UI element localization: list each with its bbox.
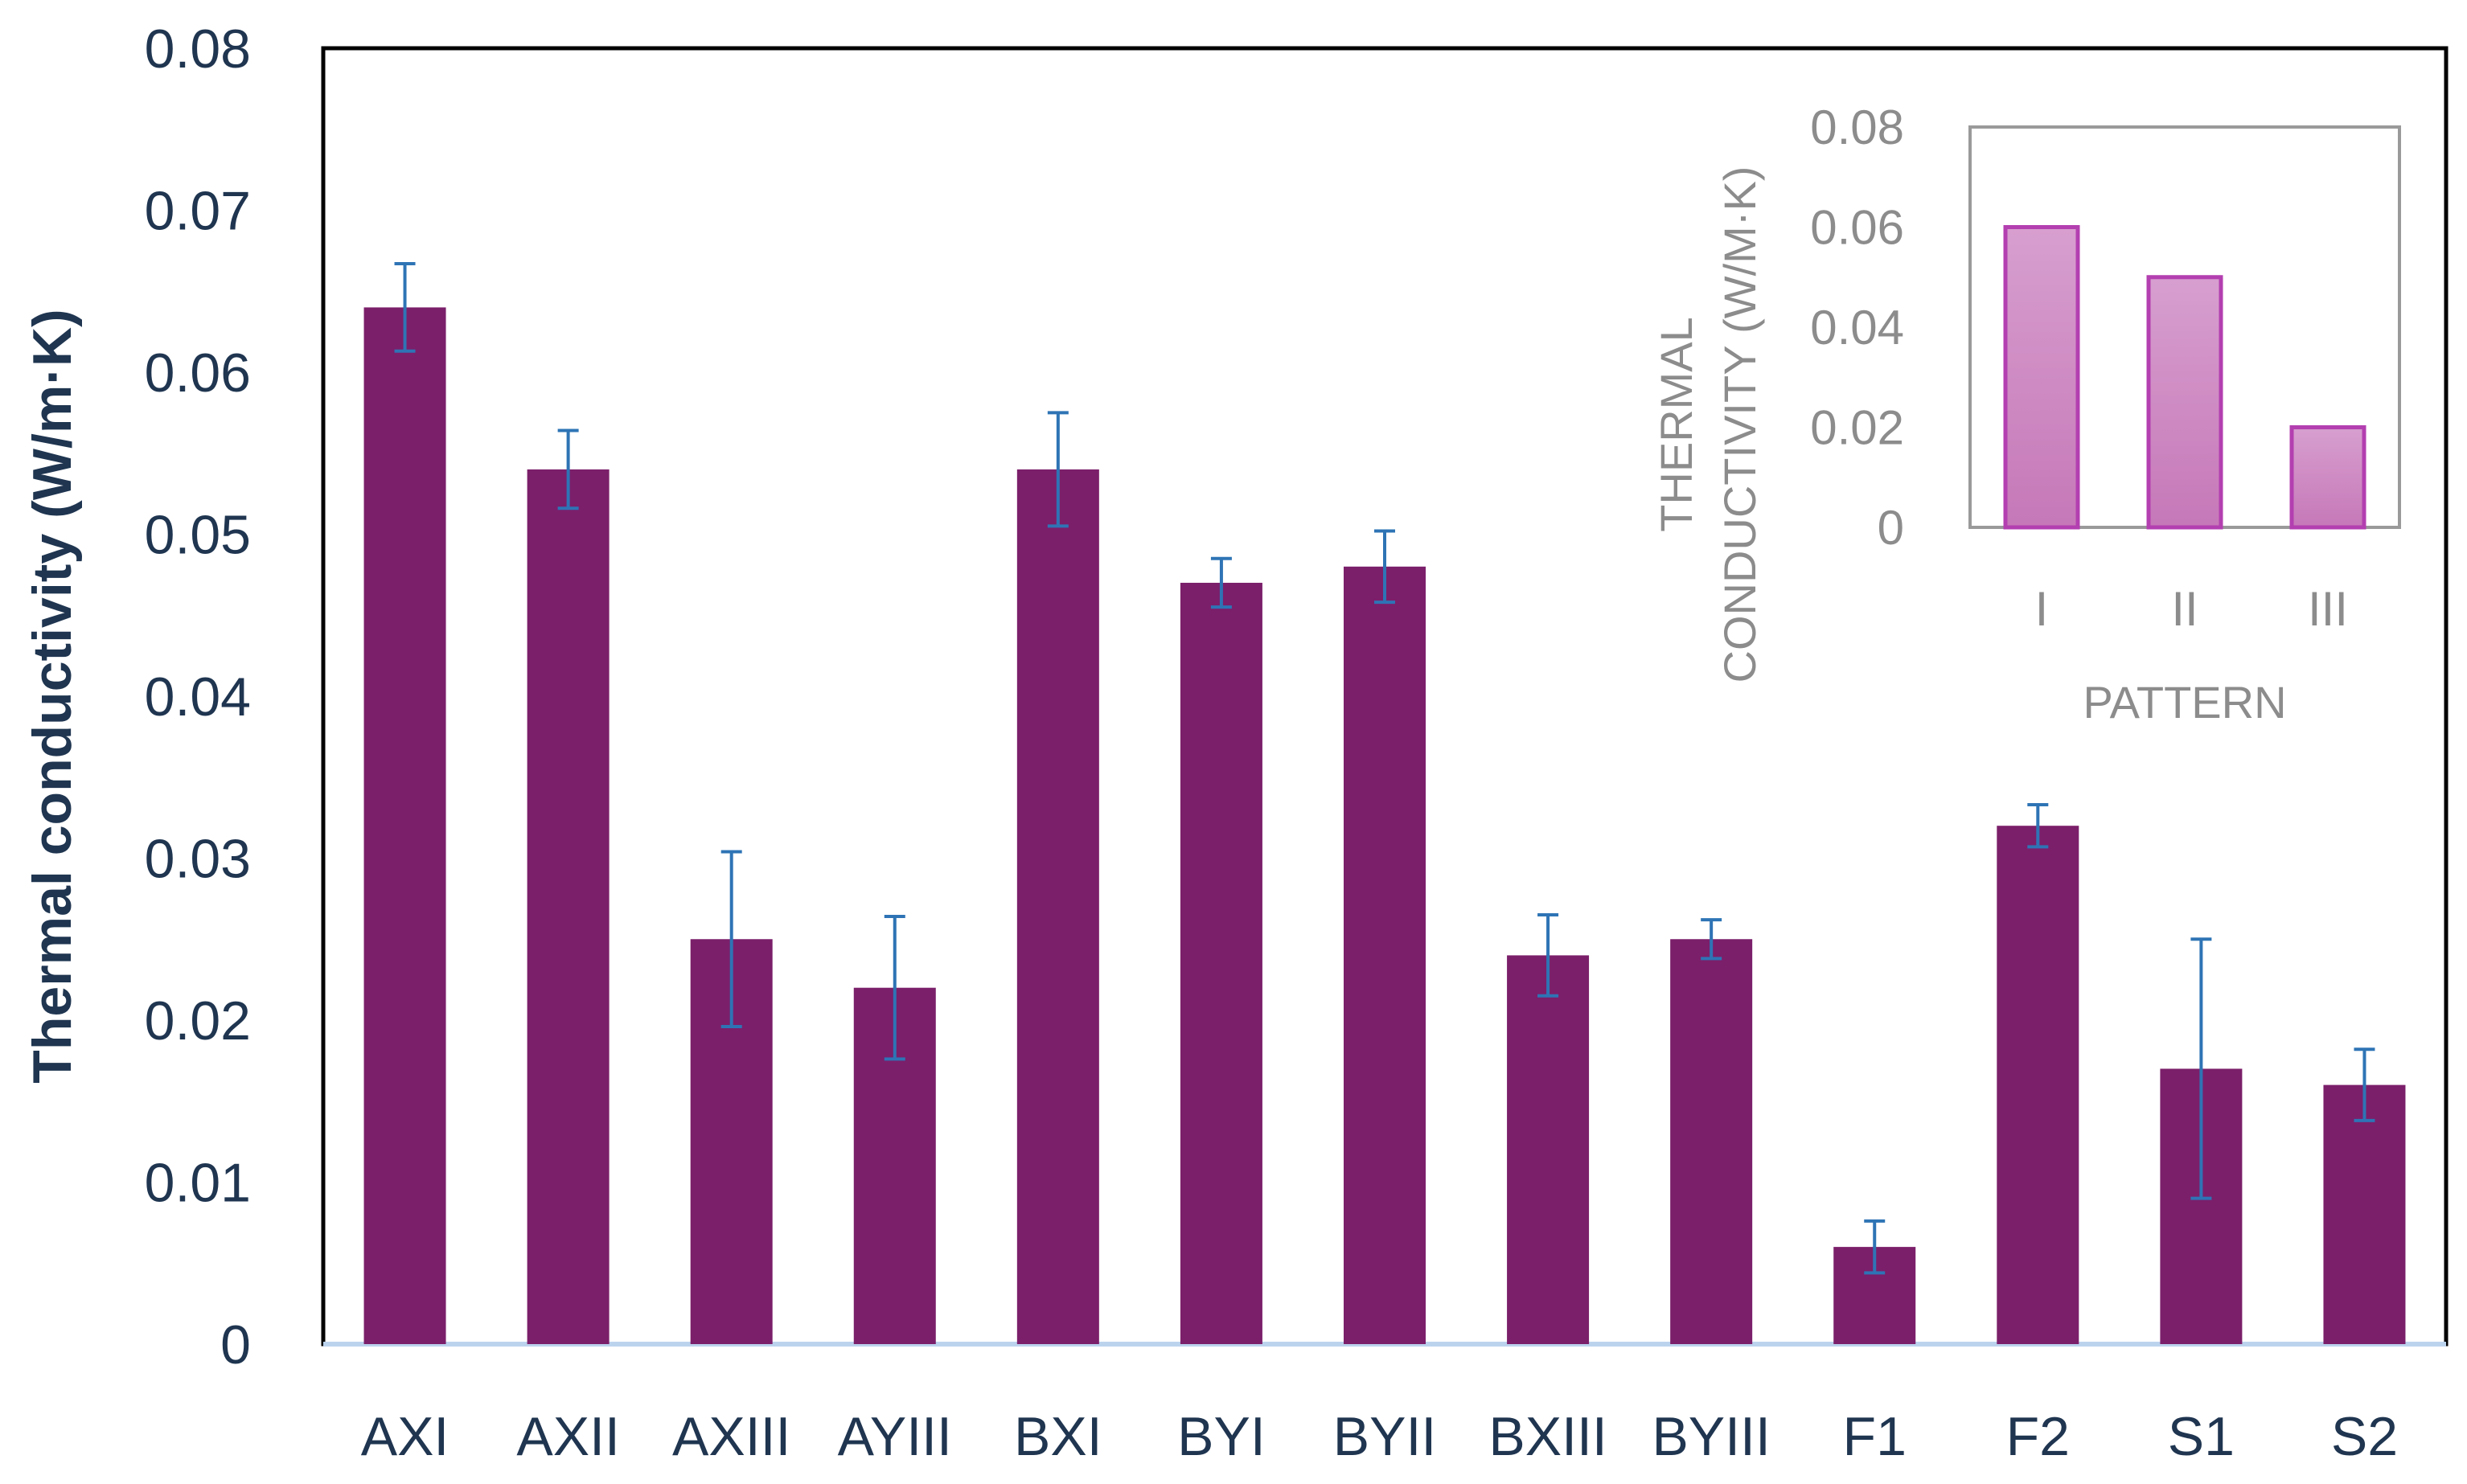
inset-bars bbox=[2003, 225, 2366, 530]
x-tick-bxiii: BXIII bbox=[1488, 1406, 1607, 1467]
inset-chart: 00.020.040.060.08 I II III PATTERN THERMAL… bbox=[1651, 100, 2401, 728]
main-y-tick-label: 0.07 bbox=[145, 181, 251, 242]
error-bar-byiii bbox=[1701, 918, 1722, 961]
bar-f2 bbox=[1997, 826, 2079, 1344]
x-tick-byiii: BYIII bbox=[1652, 1406, 1770, 1467]
main-y-tick-label: 0.03 bbox=[145, 829, 251, 890]
x-tick-axiii: AXIII bbox=[672, 1406, 790, 1467]
inset-x-tick-i: I bbox=[2035, 582, 2049, 636]
main-y-ticks: 0 0.01 0.02 0.03 0.04 0.05 0.06 0.07 0.08 bbox=[145, 18, 251, 1375]
inset-y-tick-label: 0.04 bbox=[1810, 301, 1904, 355]
main-y-tick-label: 0.04 bbox=[145, 666, 251, 728]
inset-x-ticks: I II III bbox=[2035, 582, 2348, 636]
main-y-axis-label: Thermal conductivity (W/m·K) bbox=[22, 309, 83, 1083]
main-y-tick-label: 0 bbox=[220, 1314, 251, 1375]
x-tick-axi: AXI bbox=[361, 1406, 449, 1467]
bar-byi bbox=[1180, 582, 1262, 1344]
main-bars bbox=[363, 307, 2406, 1344]
bar-s2 bbox=[2323, 1084, 2406, 1344]
error-bar-f1 bbox=[1864, 1219, 1886, 1275]
main-x-ticks: AXI AXII AXIII AYIII BXI BYI BYII BXIII BYIII F1 F… bbox=[361, 1406, 2398, 1467]
bar-bxi bbox=[1016, 469, 1099, 1344]
error-bar-f2 bbox=[2027, 803, 2049, 849]
bar-byii bbox=[1344, 566, 1426, 1344]
inset-y-ticks: 0 0.02 0.04 0.06 0.08 bbox=[1810, 100, 1904, 555]
x-tick-byii: BYII bbox=[1333, 1406, 1437, 1467]
error-bar-axiii bbox=[720, 850, 742, 1029]
inset-x-tick-iii: III bbox=[2308, 582, 2348, 636]
main-chart: 00.010.020.030.040.050.060.070.08 AXI AXI… bbox=[22, 18, 2449, 1467]
inset-y-tick-label: 0 bbox=[1878, 501, 1904, 555]
error-bar-axi bbox=[394, 261, 416, 353]
error-bar-bxiii bbox=[1537, 913, 1559, 998]
main-y-tick-label: 0.08 bbox=[145, 18, 251, 80]
bar-byiii bbox=[1670, 939, 1753, 1344]
inset-y-tick-label: 0.06 bbox=[1810, 201, 1904, 255]
main-error-bars bbox=[394, 261, 2375, 1275]
inset-bar-iii bbox=[2289, 425, 2366, 530]
error-bar-bxi bbox=[1047, 411, 1069, 528]
error-bar-s2 bbox=[2354, 1047, 2375, 1122]
x-tick-s1: S1 bbox=[2168, 1406, 2235, 1467]
main-y-tick-label: 0.05 bbox=[145, 505, 251, 566]
x-tick-bxi: BXI bbox=[1014, 1406, 1102, 1467]
x-tick-f2: F2 bbox=[2006, 1406, 2070, 1467]
bar-axi bbox=[363, 307, 446, 1344]
inset-bar-i bbox=[2003, 225, 2080, 530]
inset-x-tick-ii: II bbox=[2171, 582, 2198, 636]
main-y-tick-label: 0.06 bbox=[145, 342, 251, 404]
x-tick-ayiii: AYIII bbox=[838, 1406, 952, 1467]
error-bar-byi bbox=[1210, 556, 1232, 609]
x-tick-s2: S2 bbox=[2331, 1406, 2398, 1467]
bar-axii bbox=[527, 469, 610, 1344]
main-y-tick-label: 0.02 bbox=[145, 990, 251, 1052]
inset-y-tick-label: 0.02 bbox=[1810, 401, 1904, 455]
error-bar-byii bbox=[1374, 529, 1395, 605]
x-tick-axii: AXII bbox=[516, 1406, 620, 1467]
inset-y-axis-label-line1: THERMAL bbox=[1651, 317, 1701, 532]
inset-y-tick-label: 0.08 bbox=[1810, 100, 1904, 154]
error-bar-ayiii bbox=[884, 915, 905, 1061]
main-y-tick-label: 0.01 bbox=[145, 1153, 251, 1214]
inset-x-axis-label: PATTERN bbox=[2083, 677, 2286, 728]
inset-y-axis-label-line2: CONDUCTIVITY (W/M·K) bbox=[1714, 166, 1765, 683]
x-tick-byi: BYI bbox=[1177, 1406, 1266, 1467]
inset-bar-ii bbox=[2146, 275, 2223, 530]
x-tick-f1: F1 bbox=[1843, 1406, 1907, 1467]
error-bar-s1 bbox=[2190, 937, 2212, 1200]
bar-bxiii bbox=[1507, 955, 1590, 1344]
error-bar-axii bbox=[557, 428, 579, 510]
